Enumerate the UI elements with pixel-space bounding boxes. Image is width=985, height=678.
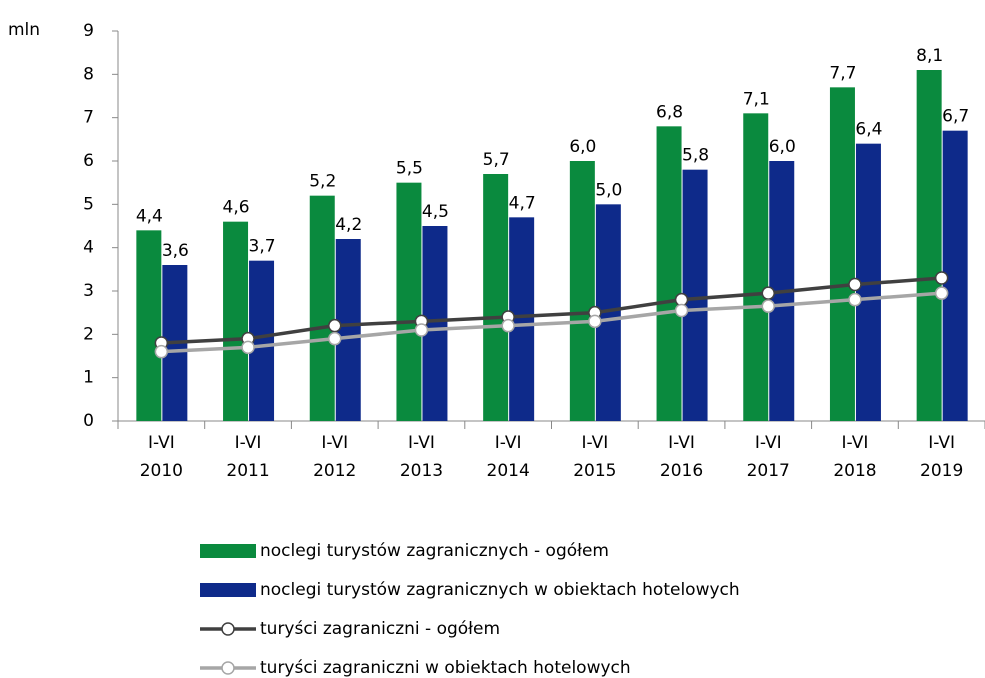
value-label: 5,5 (396, 159, 423, 179)
bar (136, 230, 162, 421)
legend-label: noclegi turystów zagranicznych w obiekta… (260, 580, 740, 600)
line (161, 276, 942, 345)
bar (309, 195, 335, 421)
x-tick-label: I-VI 2017 (747, 433, 790, 481)
line-marker (328, 331, 342, 346)
legend-label: noclegi turystów zagranicznych - ogółem (260, 541, 609, 561)
bar (396, 182, 422, 421)
value-label: 4,4 (136, 206, 163, 226)
y-axis-label: mln (8, 20, 40, 40)
bar (829, 87, 855, 421)
y-tick-label: 9 (83, 21, 94, 41)
legend-label: turyści zagraniczni - ogółem (260, 619, 500, 639)
x-tick-label: I-VI 2016 (660, 433, 703, 481)
y-tick-label: 6 (83, 151, 94, 171)
value-label: 8,1 (916, 46, 943, 66)
value-label: 4,5 (422, 202, 449, 222)
value-label: 4,6 (223, 198, 250, 218)
value-label: 6,4 (855, 120, 882, 140)
bar (223, 221, 249, 421)
legend-swatch (200, 583, 256, 597)
x-tick-label: I-VI 2015 (573, 433, 616, 481)
value-label: 5,8 (682, 146, 709, 166)
value-label: 6,8 (656, 102, 683, 122)
line-marker (241, 340, 255, 355)
x-tick-label: I-VI 2019 (920, 433, 963, 481)
y-tick-label: 5 (83, 194, 94, 214)
value-label: 5,0 (595, 180, 622, 200)
y-tick-label: 7 (83, 108, 94, 128)
line-marker (934, 286, 949, 300)
value-label: 5,7 (483, 150, 510, 170)
x-tick-label: I-VI 2013 (400, 433, 443, 481)
value-label: 6,0 (769, 137, 796, 157)
line-marker (761, 299, 775, 313)
legend-swatch (221, 622, 235, 636)
x-tick-label: I-VI 2012 (313, 433, 356, 481)
y-tick-label: 8 (83, 64, 94, 84)
line-marker (414, 323, 429, 337)
line-marker (154, 344, 169, 359)
bar (916, 70, 942, 421)
bar (483, 174, 509, 421)
line-marker (501, 318, 515, 333)
value-label: 4,7 (509, 193, 536, 213)
x-tick-label: I-VI 2018 (833, 433, 876, 481)
legend-label: turyści zagraniczni w obiektach hotelowy… (260, 658, 631, 678)
x-tick-label: I-VI 2014 (487, 433, 530, 481)
value-label: 3,6 (162, 241, 189, 261)
line-marker (328, 318, 342, 333)
value-label: 5,2 (309, 172, 336, 192)
value-label: 4,2 (335, 215, 362, 235)
legend-swatch (221, 661, 235, 675)
value-label: 3,7 (249, 237, 276, 257)
value-label: 6,0 (569, 137, 596, 157)
bar (569, 161, 595, 421)
x-tick-label: I-VI 2011 (226, 433, 269, 481)
x-tick-label: I-VI 2010 (140, 433, 183, 481)
y-tick-label: 3 (83, 281, 94, 301)
value-label: 6,7 (942, 107, 969, 127)
line (161, 291, 942, 354)
value-label: 7,7 (829, 63, 856, 83)
line-marker (674, 303, 689, 318)
bar (656, 126, 682, 421)
line-marker (761, 286, 775, 300)
y-tick-label: 2 (83, 324, 94, 344)
line-marker (588, 314, 602, 329)
line-marker (848, 277, 862, 292)
y-tick-label: 1 (83, 368, 94, 388)
legend-swatch (200, 544, 256, 558)
line-marker (934, 271, 949, 285)
line-marker (848, 292, 862, 307)
y-tick-label: 0 (83, 411, 94, 431)
value-label: 7,1 (743, 89, 770, 109)
bar (743, 113, 769, 421)
y-tick-label: 4 (83, 238, 94, 258)
